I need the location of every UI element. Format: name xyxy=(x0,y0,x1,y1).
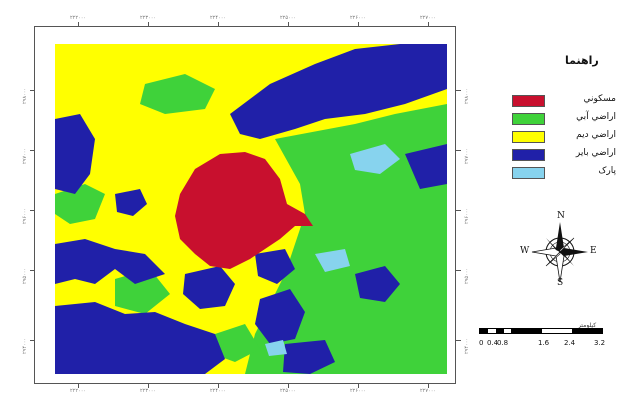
barren-land-area xyxy=(255,289,305,344)
y-tick-label: ۲۹۴۰۰۰ xyxy=(22,337,28,354)
x-tick-label: ۲۲۲۰۰۰ xyxy=(70,388,87,394)
y-tick-label: ۲۹۷۰۰۰ xyxy=(464,147,470,164)
y-tick-label: ۲۹۵۰۰۰ xyxy=(464,267,470,284)
x-tick-mark xyxy=(288,22,289,27)
y-tick-mark xyxy=(456,90,461,91)
legend-title: راهنما xyxy=(565,54,599,67)
legend-item: اراضي باير xyxy=(512,148,622,162)
irrigated-land-patch xyxy=(140,74,215,114)
y-tick-mark xyxy=(30,270,35,271)
barren-land-area xyxy=(255,249,295,284)
legend-item: اراضي ديم xyxy=(512,130,622,144)
legend-swatch xyxy=(512,167,545,179)
y-tick-mark xyxy=(456,340,461,341)
x-tick-label: ۲۲۶۰۰۰ xyxy=(350,15,367,21)
legend-item: مسكوني xyxy=(512,94,622,108)
x-tick-mark xyxy=(288,383,289,388)
legend-swatch xyxy=(512,131,545,143)
land-use-map[interactable] xyxy=(55,44,447,374)
scale-unit: كيلومتر xyxy=(578,322,597,329)
legend-swatch xyxy=(512,149,545,161)
scale-label: 2.4 xyxy=(564,339,576,347)
x-tick-mark xyxy=(218,383,219,388)
x-tick-label: ۲۲۴۰۰۰ xyxy=(210,15,227,21)
x-tick-label: ۲۲۳۰۰۰ xyxy=(140,15,157,21)
y-tick-mark xyxy=(456,150,461,151)
x-tick-label: ۲۲۲۰۰۰ xyxy=(70,15,87,21)
barren-land-area xyxy=(115,189,147,216)
compass-north: N xyxy=(557,211,565,221)
x-tick-mark xyxy=(428,22,429,27)
north-arrow-icon: N S E W xyxy=(520,211,600,290)
y-tick-mark xyxy=(456,210,461,211)
barren-land-area xyxy=(55,239,165,284)
irrigated-land-patch xyxy=(55,184,105,224)
legend-label: پارک xyxy=(598,166,616,176)
map-frame xyxy=(34,26,456,384)
scale-label: 0 xyxy=(479,339,484,347)
x-tick-label: ۲۲۵۰۰۰ xyxy=(280,15,297,21)
x-tick-label: ۲۲۳۰۰۰ xyxy=(140,388,157,394)
y-tick-label: ۲۹۸۰۰۰ xyxy=(22,87,28,104)
scale-label: 3.2 xyxy=(594,339,606,347)
barren-land-area xyxy=(55,114,95,194)
legend-swatch xyxy=(512,95,545,107)
irrigated-land-patch xyxy=(213,324,260,362)
legend-label: اراضي ديم xyxy=(576,130,616,140)
x-tick-label: ۲۲۷۰۰۰ xyxy=(420,15,437,21)
park-area xyxy=(315,249,350,272)
legend-label: اراضي باير xyxy=(575,148,616,158)
barren-land-area xyxy=(355,266,400,302)
y-tick-mark xyxy=(30,340,35,341)
scale-label: 0.8 xyxy=(497,339,509,347)
barren-land-area xyxy=(230,44,447,139)
y-tick-mark xyxy=(30,210,35,211)
x-tick-label: ۲۲۷۰۰۰ xyxy=(420,388,437,394)
x-tick-mark xyxy=(218,22,219,27)
legend-label: اراضي آبي xyxy=(576,112,616,122)
x-tick-label: ۲۲۴۰۰۰ xyxy=(210,388,227,394)
land-use-map-svg xyxy=(55,44,447,374)
compass-south: S xyxy=(557,278,564,288)
x-tick-mark xyxy=(148,22,149,27)
x-tick-mark xyxy=(148,383,149,388)
park-area xyxy=(350,144,400,174)
legend-item: اراضي آبي xyxy=(512,112,622,126)
y-tick-label: ۲۹۵۰۰۰ xyxy=(22,267,28,284)
y-tick-label: ۲۹۶۰۰۰ xyxy=(22,207,28,224)
barren-land-area xyxy=(405,144,447,189)
barren-land-area xyxy=(183,266,235,309)
x-tick-label: ۲۲۵۰۰۰ xyxy=(280,388,297,394)
scale-label: 0.4 xyxy=(487,339,499,347)
y-tick-mark xyxy=(30,90,35,91)
x-tick-mark xyxy=(78,22,79,27)
y-tick-label: ۲۹۷۰۰۰ xyxy=(22,147,28,164)
compass-east: E xyxy=(590,246,597,256)
x-tick-mark xyxy=(358,22,359,27)
y-tick-label: ۲۹۸۰۰۰ xyxy=(464,87,470,104)
irrigated-land-patch xyxy=(115,269,170,314)
y-tick-label: ۲۹۴۰۰۰ xyxy=(464,337,470,354)
residential-area xyxy=(175,152,313,269)
y-tick-mark xyxy=(30,150,35,151)
x-tick-mark xyxy=(358,383,359,388)
park-area xyxy=(265,340,287,356)
scale-label: 1.6 xyxy=(538,339,550,347)
y-tick-mark xyxy=(456,270,461,271)
y-tick-label: ۲۹۶۰۰۰ xyxy=(464,207,470,224)
barren-land-area xyxy=(55,302,225,374)
barren-land-area xyxy=(283,340,335,374)
compass-west: W xyxy=(520,246,530,256)
legend-item: پارک xyxy=(512,166,622,180)
x-tick-label: ۲۲۶۰۰۰ xyxy=(350,388,367,394)
x-tick-mark xyxy=(78,383,79,388)
x-tick-mark xyxy=(428,383,429,388)
scale-bar xyxy=(479,328,603,334)
legend-label: مسكوني xyxy=(583,94,616,104)
legend-swatch xyxy=(512,113,545,125)
